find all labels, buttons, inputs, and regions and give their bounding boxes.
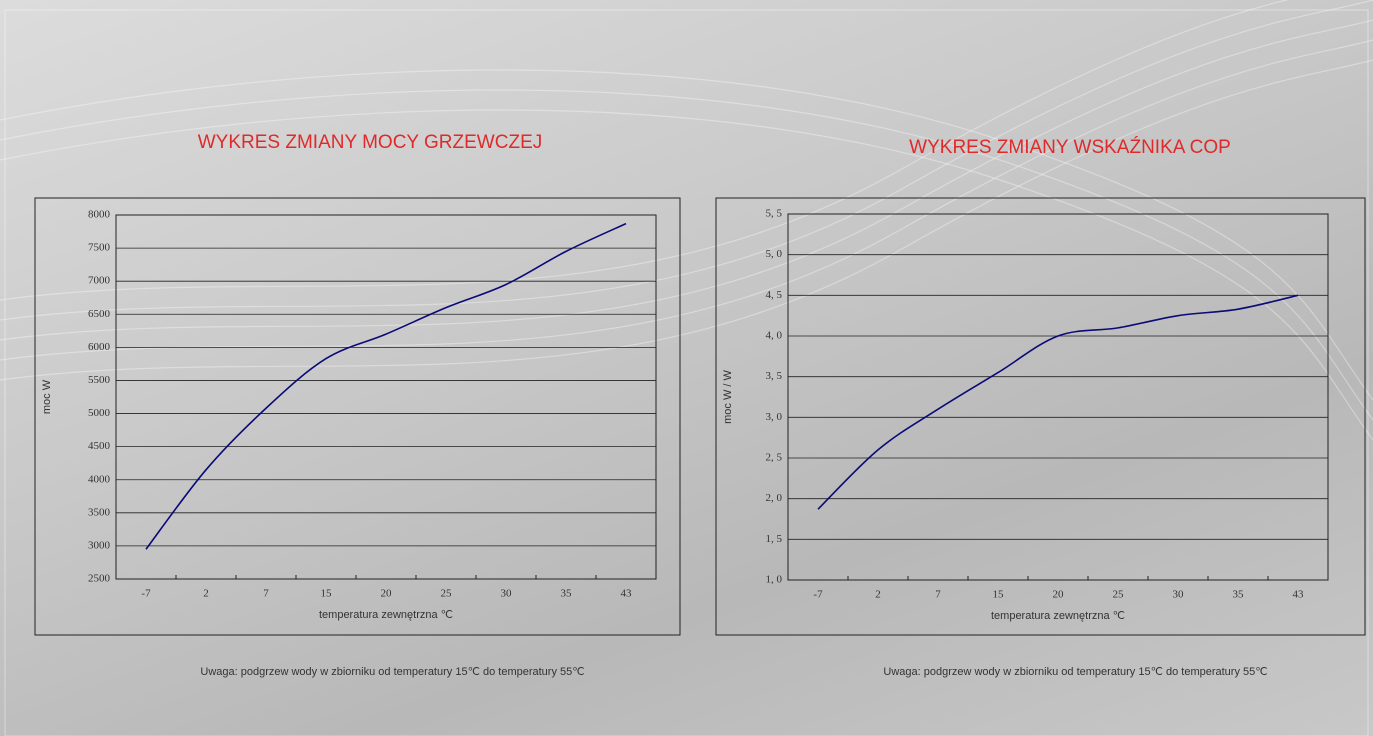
y-tick-label: 2, 5	[766, 452, 783, 464]
y-tick-label: 5, 0	[766, 248, 783, 260]
note: Uwaga: podgrzew wody w zbiorniku od temp…	[883, 666, 1267, 678]
note: Uwaga: podgrzew wody w zbiorniku od temp…	[200, 666, 584, 678]
y-tick-label: 4000	[88, 473, 111, 485]
x-tick-label: 7	[935, 589, 941, 601]
x-axis-label: temperatura zewnętrzna ℃	[319, 609, 453, 621]
y-tick-label: 3, 5	[766, 370, 783, 382]
y-tick-label: 6500	[88, 308, 111, 320]
y-tick-label: 7500	[88, 242, 111, 254]
x-tick-label: -7	[141, 588, 151, 600]
y-tick-label: 7000	[88, 275, 111, 287]
x-tick-label: 25	[441, 588, 453, 600]
x-tick-label: 2	[875, 589, 881, 601]
y-tick-label: 4, 0	[766, 330, 783, 342]
page-frame	[5, 10, 1368, 736]
x-tick-label: 7	[263, 588, 269, 600]
x-tick-label: 30	[1173, 589, 1185, 601]
y-axis-label: moc W	[41, 379, 53, 414]
y-tick-label: 1, 0	[766, 574, 783, 586]
x-tick-label: 35	[561, 588, 573, 600]
y-tick-label: 3, 0	[766, 411, 783, 423]
x-tick-label: 35	[1233, 589, 1245, 601]
x-tick-label: 20	[381, 588, 393, 600]
y-tick-label: 6000	[88, 341, 111, 353]
y-tick-label: 5500	[88, 374, 111, 386]
y-tick-label: 5, 5	[766, 208, 783, 220]
x-axis-label: temperatura zewnętrzna ℃	[991, 610, 1125, 622]
data-line	[818, 295, 1298, 509]
x-tick-label: 30	[501, 588, 513, 600]
x-tick-label: 43	[1293, 589, 1305, 601]
x-tick-label: 20	[1053, 589, 1065, 601]
x-tick-label: 43	[621, 588, 633, 600]
x-tick-label: 15	[993, 589, 1005, 601]
chart-frame	[716, 198, 1365, 635]
x-tick-label: 15	[321, 588, 333, 600]
y-tick-label: 1, 5	[766, 533, 783, 545]
plot-area	[788, 214, 1328, 580]
y-tick-label: 3000	[88, 539, 111, 551]
y-tick-label: 4500	[88, 440, 111, 452]
y-tick-label: 5000	[88, 407, 111, 419]
plot-area	[116, 215, 656, 579]
y-tick-label: 2, 0	[766, 492, 783, 504]
x-tick-label: 25	[1113, 589, 1125, 601]
y-tick-label: 8000	[88, 209, 111, 221]
chart-frame	[35, 198, 680, 635]
y-tick-label: 2500	[88, 573, 111, 585]
y-tick-label: 4, 5	[766, 289, 783, 301]
x-tick-label: 2	[203, 588, 209, 600]
chart-title: WYKRES ZMIANY MOCY GRZEWCZEJ	[198, 132, 543, 153]
chart-title: WYKRES ZMIANY WSKAŹNIKA COP	[909, 137, 1231, 158]
page: WYKRES ZMIANY MOCY GRZEWCZEJ 2500 3000 3500…	[0, 0, 1373, 736]
y-tick-label: 3500	[88, 506, 111, 518]
y-axis-label: moc W / W	[722, 370, 734, 424]
background-waves	[0, 0, 1373, 440]
x-tick-label: -7	[813, 589, 823, 601]
data-line	[146, 224, 626, 550]
